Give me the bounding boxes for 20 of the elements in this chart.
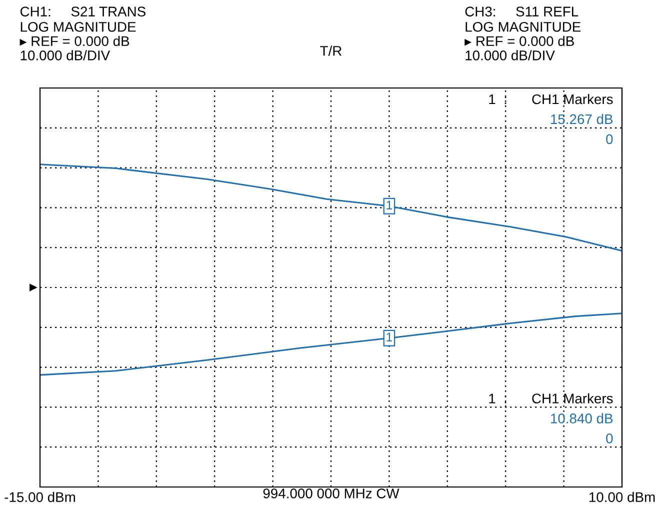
text: LOG MAGNITUDE (466, 22, 581, 32)
text: 10.000 dB/DIV (20, 50, 110, 60)
text: CH1 Markers (532, 94, 613, 104)
text: 0 (606, 434, 613, 444)
text: ▸ REF = 0.000 dB (20, 36, 130, 46)
x-tick-label: -15.00 dBm (4, 492, 75, 502)
x-axis-title: 994.000 000 MHz CW (263, 488, 400, 498)
text: 15.267 dB (551, 114, 613, 124)
text: LOG MAGNITUDE (20, 22, 136, 32)
text: ▸ REF = 0.000 dB (464, 36, 574, 46)
text: CH3: S11 REFL (465, 6, 578, 16)
text: 0 (606, 134, 613, 144)
annotation: 1 (386, 200, 392, 210)
text: 10.000 dB/DIV (466, 50, 555, 60)
chart-title: T/R (320, 46, 342, 56)
annotation: 1 (386, 332, 392, 342)
x-tick-label: 10.00 dBm (589, 492, 655, 502)
text: CH1: S21 TRANS (20, 6, 146, 16)
text: CH1 Markers (532, 393, 613, 404)
text: 10.840 dB (551, 413, 613, 424)
